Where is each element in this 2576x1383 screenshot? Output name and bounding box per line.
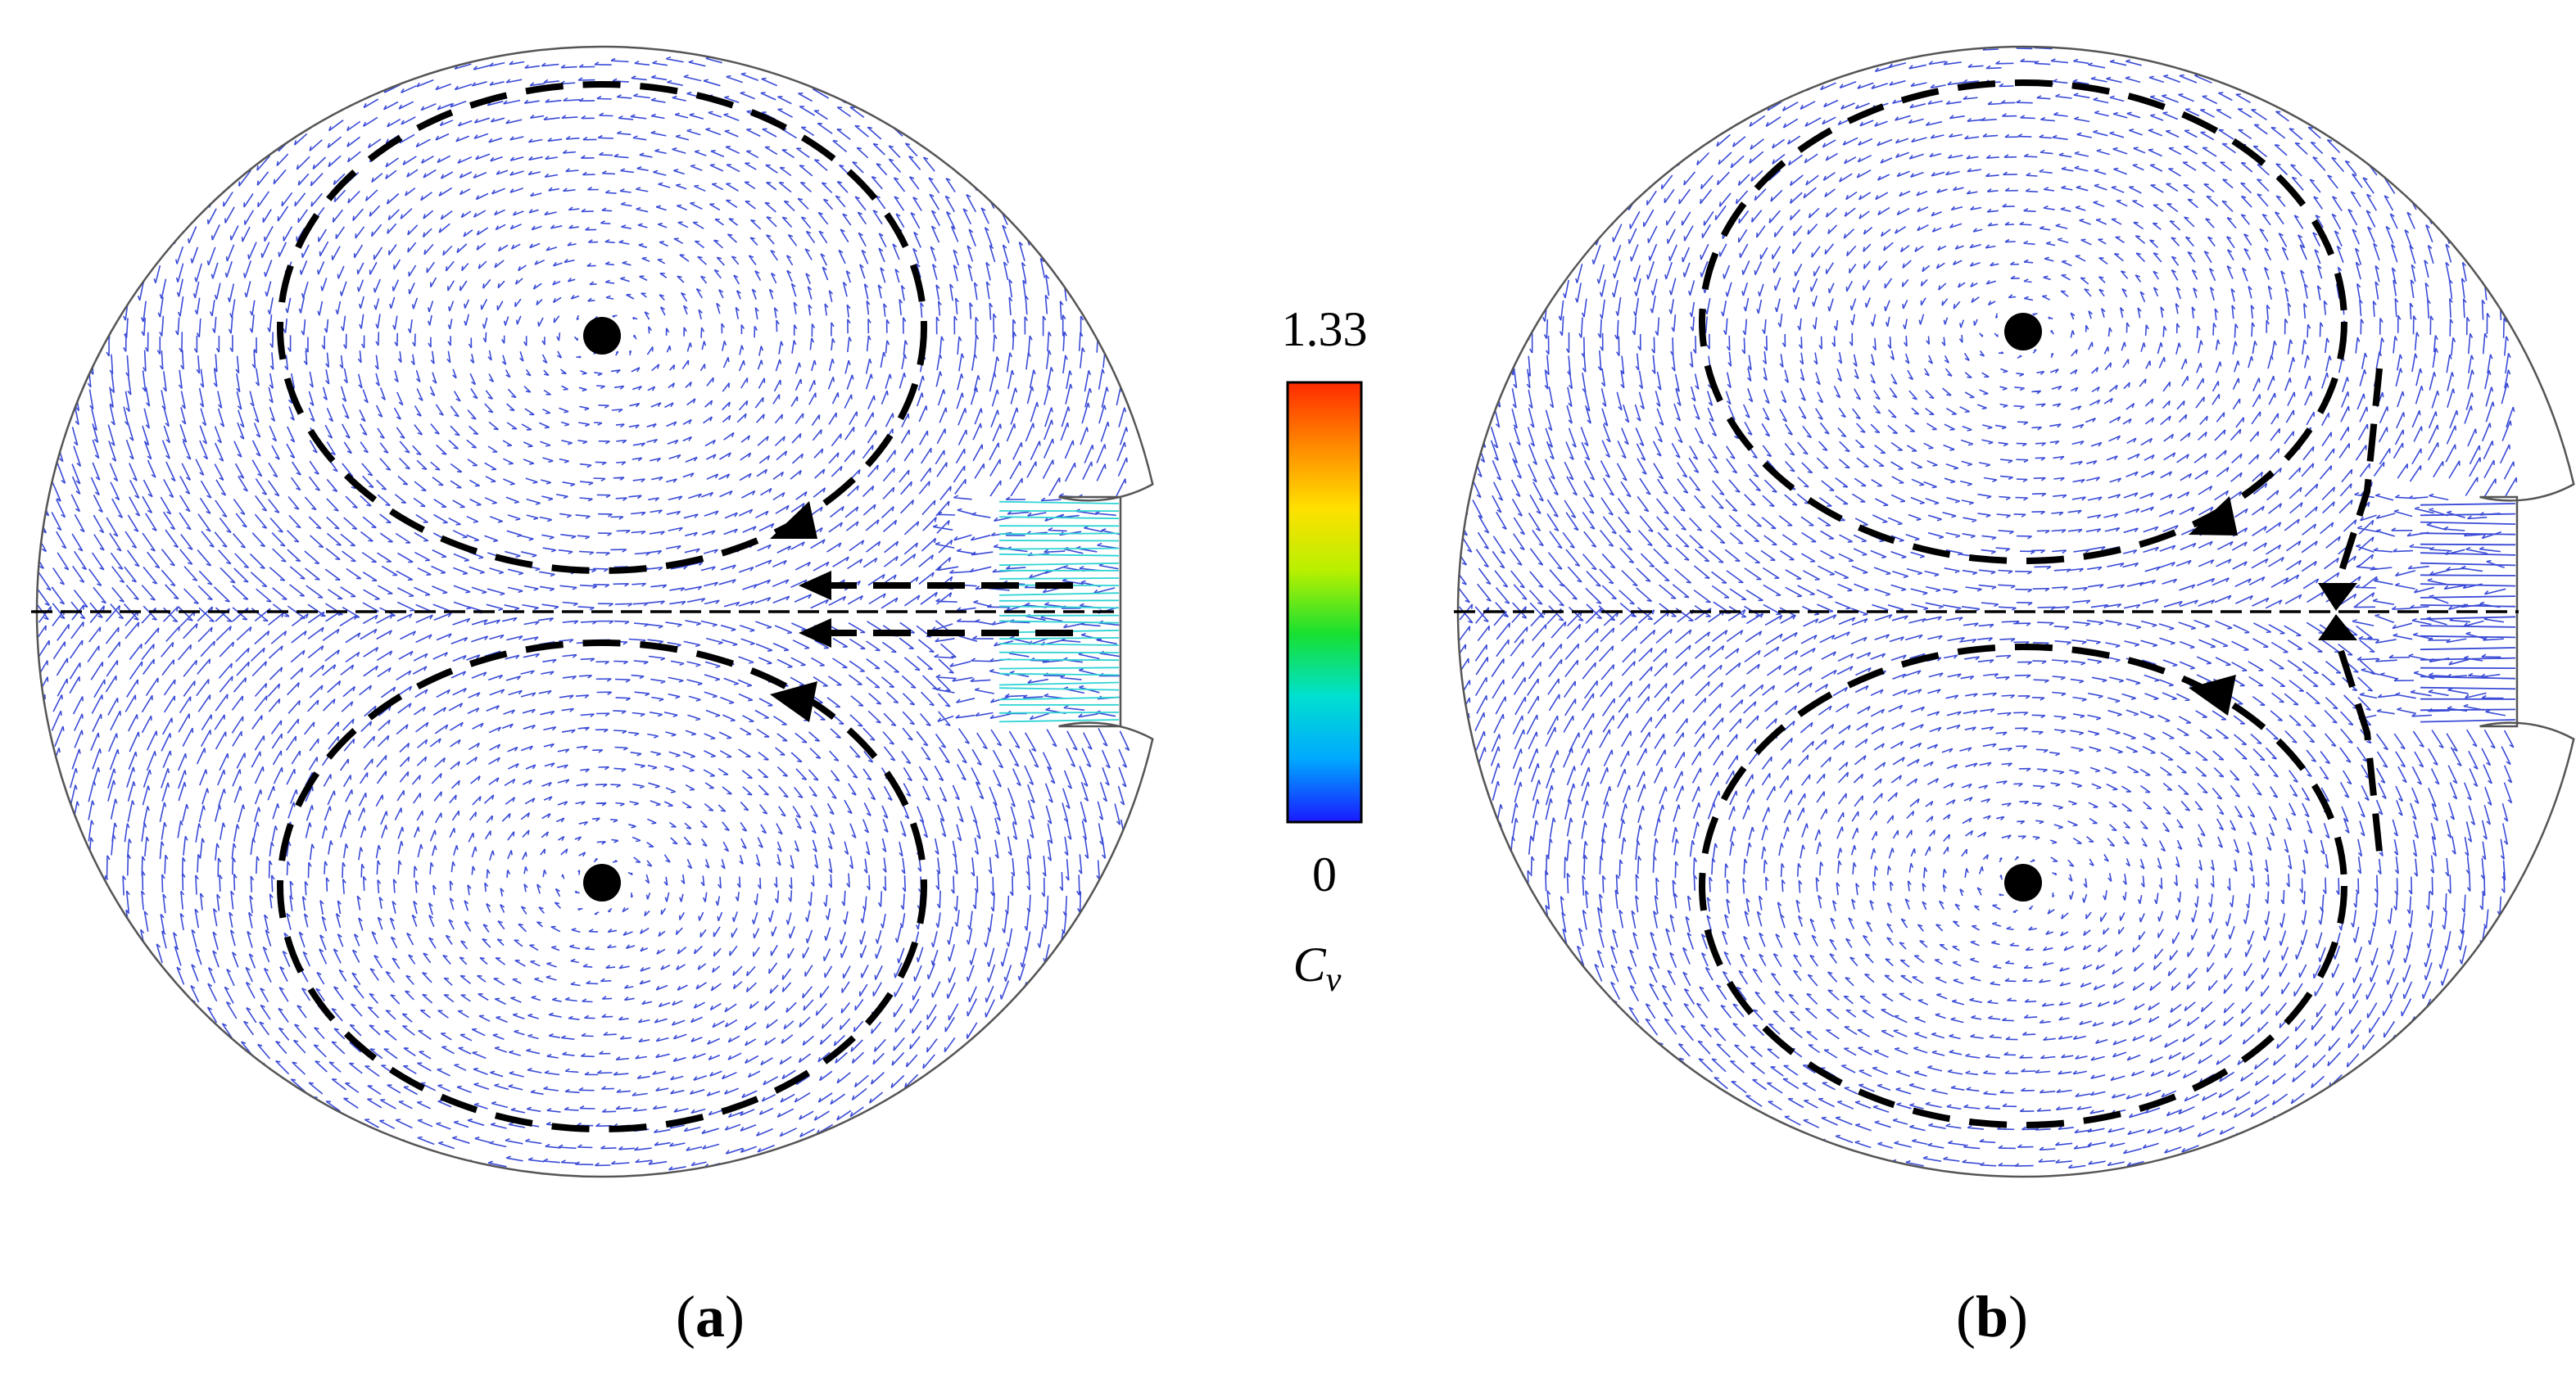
inlet-jet-b <box>2420 503 2516 723</box>
vortex-path-lower-b <box>1699 644 2347 1128</box>
colorbar-gradient <box>1286 381 1363 824</box>
velocity-vectors <box>37 47 1130 1177</box>
vector-field-a <box>37 47 1130 1177</box>
inlet-jet-lines <box>2420 503 2516 723</box>
stagnation-arrow-upper-b <box>2318 583 2357 611</box>
vortex-arrow-lower-b <box>2189 675 2236 716</box>
panel-label-b: (b) <box>1956 1284 2028 1349</box>
vector-field-b <box>1458 47 2518 1177</box>
velocity-vectors <box>1458 47 2518 1177</box>
inlet-jet-lines <box>998 500 1120 723</box>
vortex-center-upper-a <box>583 317 621 355</box>
vortex-center-upper-b <box>2004 313 2042 350</box>
vortex-center-lower-b <box>2004 864 2042 902</box>
vortex-arrow-upper-b <box>2189 496 2238 536</box>
vortex-path-upper-b <box>1699 79 2347 564</box>
stagnation-line-upper-b <box>2338 368 2383 575</box>
inlet-jet-a <box>998 500 1120 723</box>
colorbar-max-label: 1.33 <box>1282 302 1368 356</box>
jet-arrow-head-2-a <box>799 618 831 648</box>
vortex-path-lower-a <box>277 640 927 1132</box>
stagnation-line-lower-b <box>2338 649 2383 852</box>
panel-b: (b) <box>1454 45 2575 1349</box>
domain-outline-a <box>35 45 1154 1178</box>
panel-a: (a) <box>31 45 1154 1349</box>
colorbar-min-label: 0 <box>1312 847 1337 902</box>
vortex-center-lower-a <box>583 864 621 902</box>
vortex-arrow-upper-a <box>770 501 817 539</box>
domain-outline-b <box>1456 45 2575 1178</box>
vortex-arrow-lower-a <box>770 681 817 722</box>
colorbar-title: Cv <box>1293 938 1342 999</box>
jet-arrow-head-1-a <box>799 571 831 600</box>
stagnation-arrow-lower-b <box>2318 614 2357 640</box>
colorbar: 1.33 0 Cv <box>1282 302 1368 999</box>
panel-label-a: (a) <box>676 1284 745 1349</box>
vortex-path-upper-a <box>277 81 927 574</box>
